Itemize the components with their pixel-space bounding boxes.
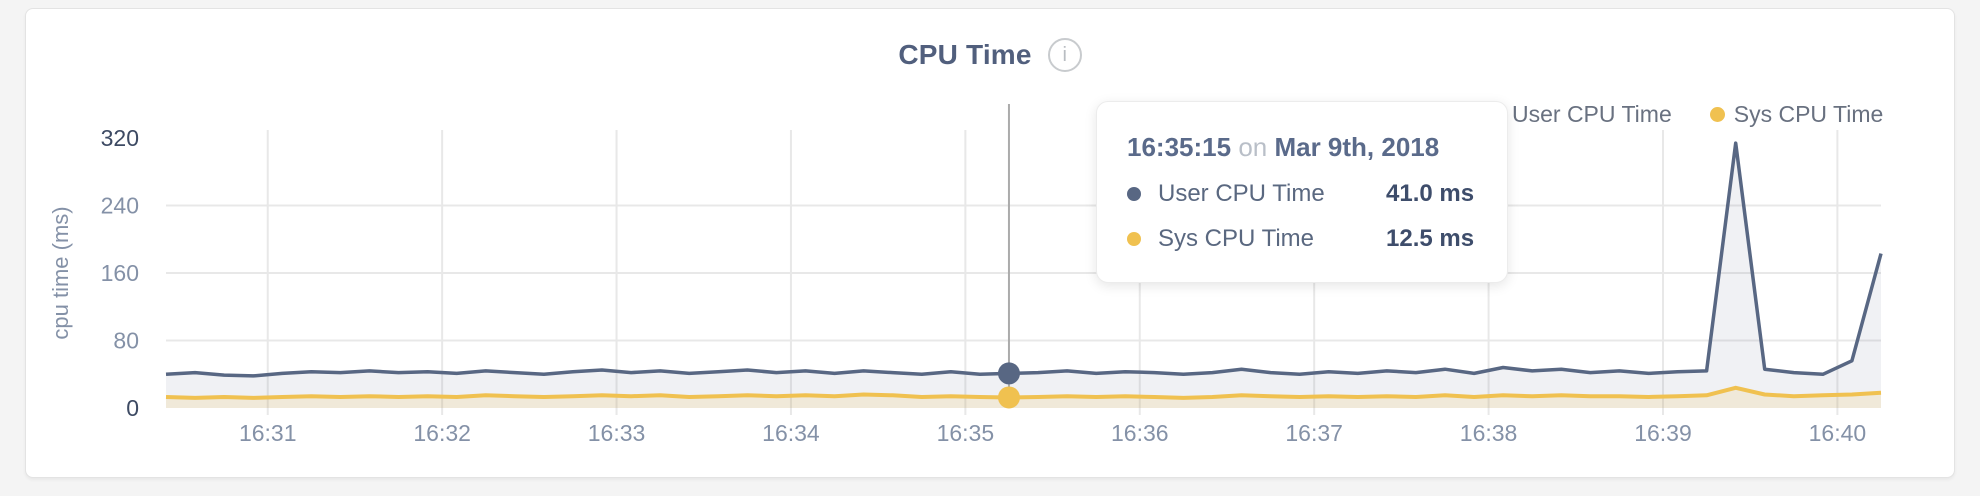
series-line [165, 141, 1883, 378]
x-tick-label: 16:35 [937, 420, 995, 446]
tooltip-row-sys-cpu: Sys CPU Time 12.5 ms [1127, 225, 1479, 253]
x-tick-label: 16:32 [413, 420, 471, 446]
y-tick-label: 0 [126, 395, 139, 421]
chart-tooltip: 16:35:15 on Mar 9th, 2018 User CPU Time … [1096, 101, 1508, 283]
x-tick-label: 16:40 [1809, 420, 1867, 446]
tooltip-timestamp: 16:35:15 on Mar 9th, 2018 [1127, 132, 1479, 163]
cpu-time-chart-card: CPU Time i User CPU Time Sys CPU Time 16… [25, 8, 1955, 478]
series-line [165, 385, 1882, 400]
legend-label: Sys CPU Time [1733, 101, 1884, 127]
x-tick-label: 16:31 [239, 420, 297, 446]
tooltip-date: Mar 9th, 2018 [1274, 132, 1440, 162]
chart-legend: User CPU Time Sys CPU Time [1488, 101, 1883, 128]
y-tick-label: 240 [101, 193, 139, 219]
x-tick-label: 16:38 [1460, 420, 1518, 446]
info-icon[interactable]: i [1047, 38, 1082, 72]
chart-header: CPU Time i [26, 35, 1954, 75]
user-cpu-dot-icon [1127, 187, 1141, 201]
chart-title: CPU Time [898, 39, 1032, 70]
tooltip-time: 16:35:15 [1127, 132, 1232, 162]
x-tick-label: 16:34 [762, 420, 820, 446]
sys-cpu-legend-dot-icon [1709, 107, 1725, 122]
selected-point-sys [997, 386, 1020, 409]
y-tick-label: 80 [113, 328, 139, 354]
tooltip-series-label: Sys CPU Time [1158, 225, 1315, 252]
tooltip-series-value: 12.5 ms [1386, 225, 1475, 252]
tooltip-conjunction: on [1238, 132, 1268, 162]
cpu-time-plot[interactable]: 16:31 16:32 16:33 16:34 16:35 16:36 16:37 16:38… [26, 9, 1956, 479]
tooltip-series-value: 41.0 ms [1386, 180, 1475, 207]
selected-point-user [997, 362, 1020, 385]
sys-cpu-dot-icon [1127, 232, 1141, 246]
x-tick-label: 16:39 [1634, 420, 1692, 446]
y-tick-label: 160 [101, 260, 139, 286]
x-tick-label: 16:33 [588, 420, 646, 446]
y-tick-label: 320 [101, 125, 139, 151]
legend-label: User CPU Time [1512, 101, 1672, 127]
legend-item-sys-cpu[interactable]: Sys CPU Time [1709, 101, 1884, 128]
legend-item-user-cpu[interactable]: User CPU Time [1488, 101, 1672, 128]
x-tick-label: 16:36 [1111, 420, 1169, 446]
y-axis-title: cpu time (ms) [48, 206, 73, 339]
series-area [166, 143, 1881, 408]
tooltip-series-label: User CPU Time [1158, 180, 1325, 207]
tooltip-row-user-cpu: User CPU Time 41.0 ms [1127, 180, 1479, 208]
x-tick-label: 16:37 [1285, 420, 1343, 446]
